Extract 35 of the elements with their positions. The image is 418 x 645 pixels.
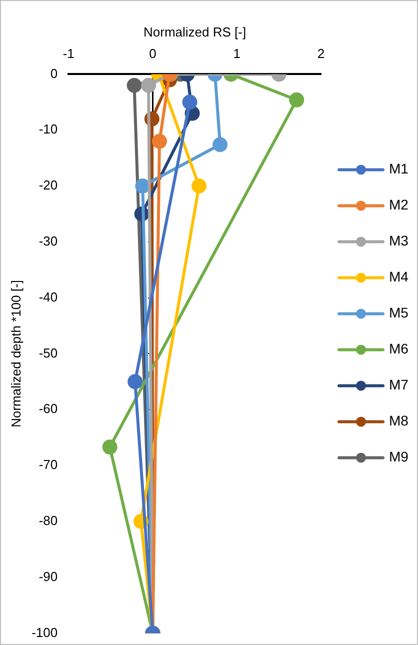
- x-tick-label: 1: [233, 46, 240, 61]
- point: [212, 137, 228, 152]
- x-axis-title: Normalized RS [-]: [144, 24, 246, 40]
- legend-label: M8: [389, 412, 409, 429]
- legend-label: M5: [389, 304, 409, 321]
- point: [152, 134, 167, 149]
- point: [182, 94, 198, 110]
- legend-label: M9: [389, 448, 409, 465]
- x-tick-label: -1: [62, 46, 74, 61]
- legend-label: M3: [389, 232, 409, 249]
- point: [128, 374, 143, 390]
- point: [192, 178, 207, 194]
- point: [289, 92, 304, 108]
- legend-label: M2: [389, 196, 409, 213]
- y-tick-label: -60: [38, 401, 58, 416]
- y-tick-label: -70: [38, 457, 58, 472]
- point: [102, 440, 118, 455]
- y-tick-label: -10: [38, 122, 58, 137]
- y-axis-title: Normalized depth *100 [-]: [8, 280, 24, 428]
- y-tick-label: -40: [38, 289, 58, 304]
- y-tick-label: -80: [38, 512, 58, 528]
- y-tick-label: -20: [38, 178, 58, 193]
- y-tick-label: 0: [50, 66, 58, 81]
- point: [126, 78, 142, 93]
- y-tick-label: -100: [32, 624, 58, 640]
- point: [141, 78, 156, 93]
- x-tick-label: 2: [317, 46, 325, 61]
- legend-label: M7: [389, 376, 409, 393]
- legend-label: M1: [389, 160, 409, 177]
- x-tick-label: 0: [149, 46, 156, 61]
- legend-label: M4: [389, 268, 409, 285]
- legend-label: M6: [389, 340, 409, 357]
- y-tick-label: -30: [38, 233, 58, 248]
- y-tick-label: -90: [38, 568, 58, 584]
- y-tick-label: -50: [38, 345, 58, 360]
